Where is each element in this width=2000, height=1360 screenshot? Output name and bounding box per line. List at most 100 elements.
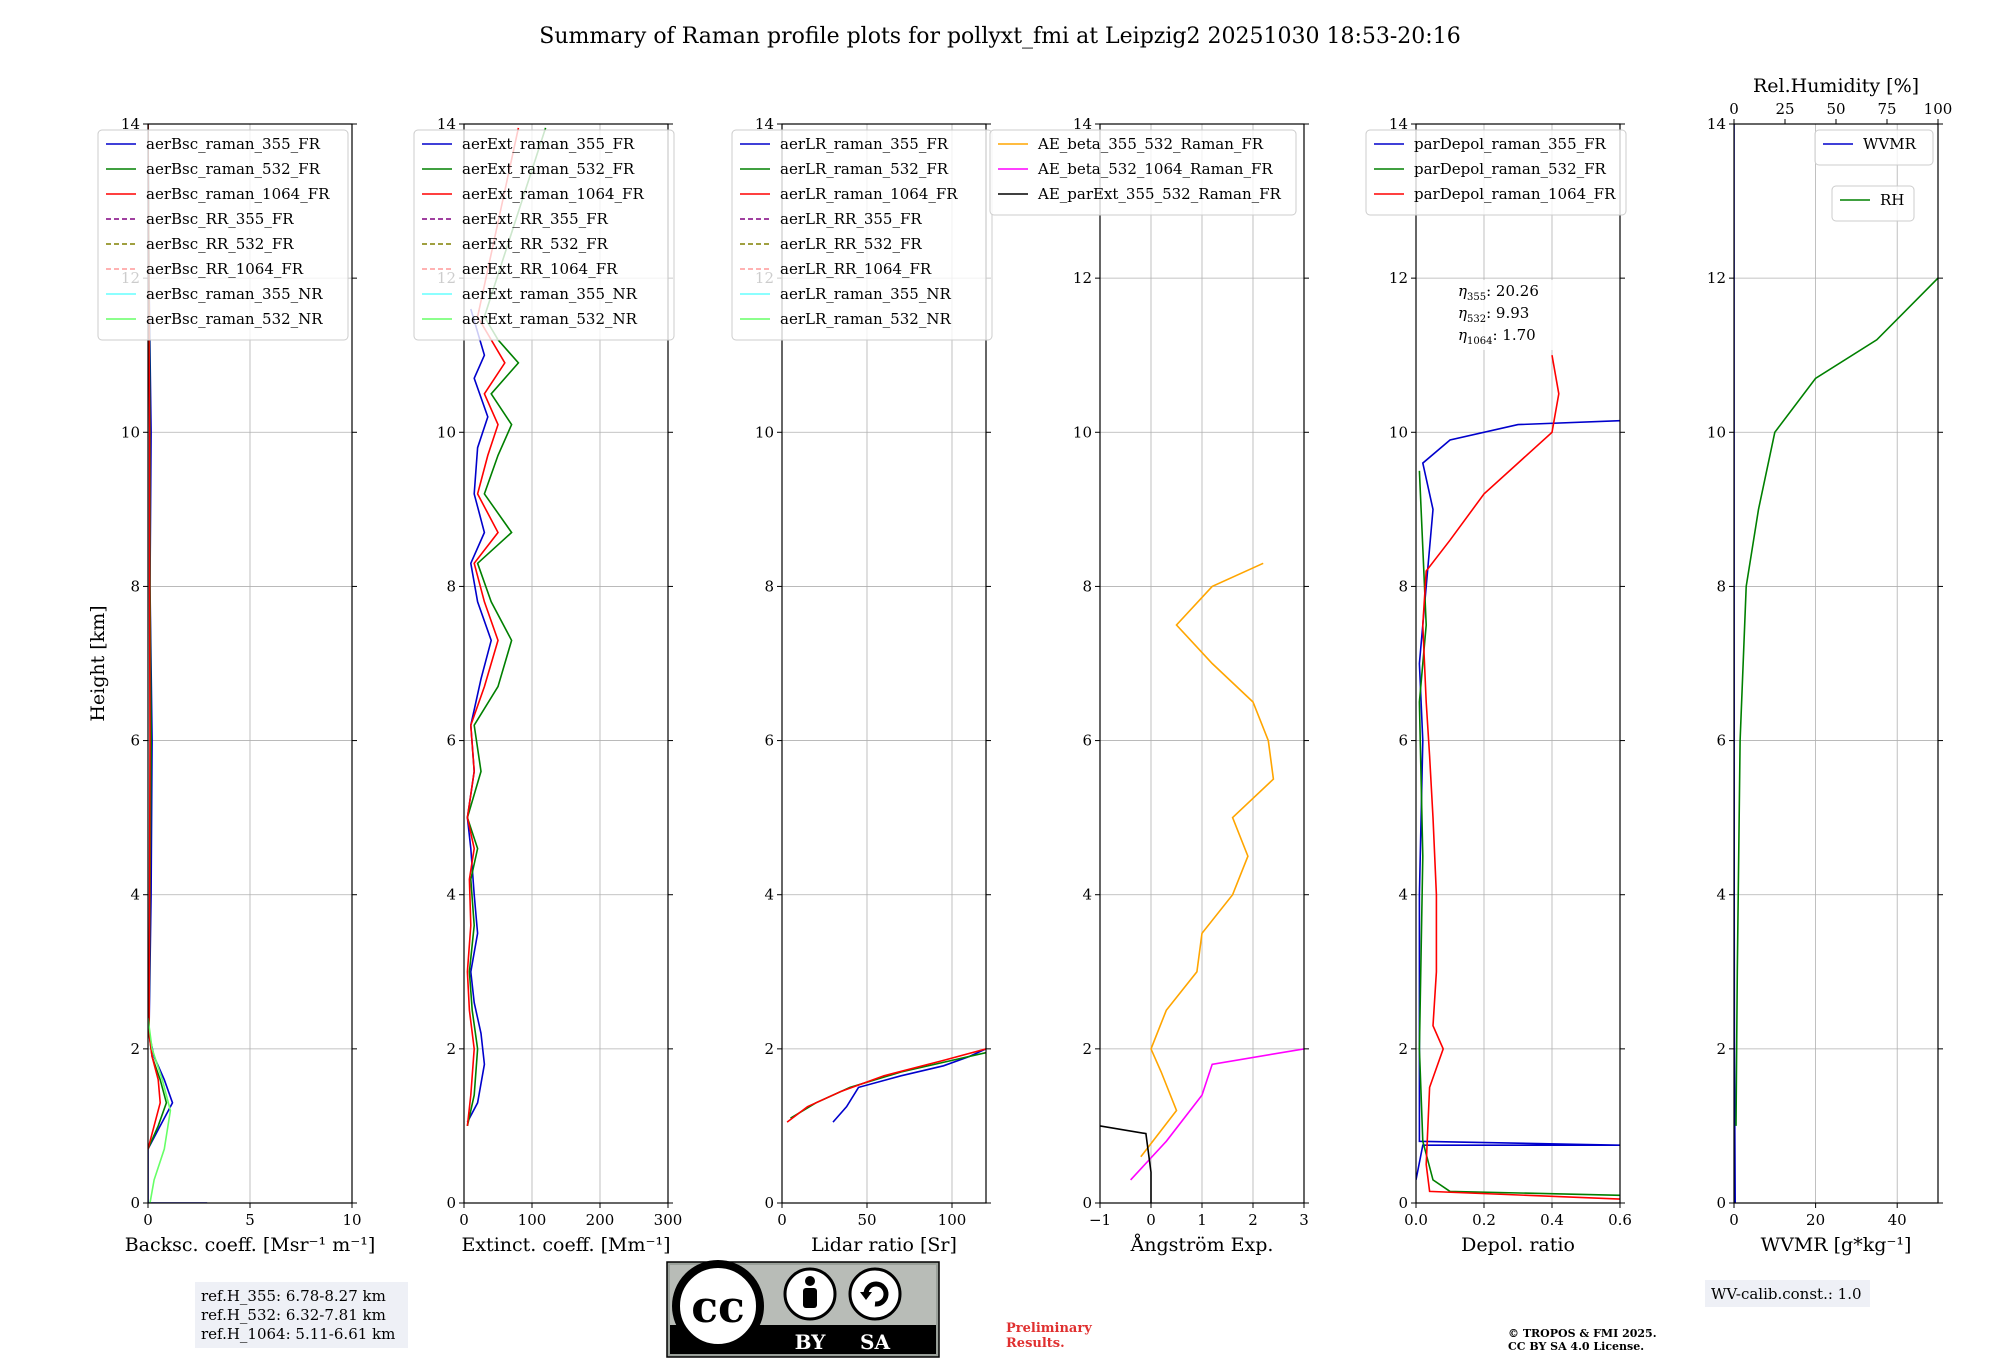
series-line-AE_beta_355_532_Raman_FR: [1140, 562, 1275, 1158]
legend-entry: aerLR_raman_355_FR: [780, 135, 949, 153]
series-group: [1734, 124, 1938, 1203]
y-tick-label: 8: [1082, 577, 1092, 595]
x-tick-label: 20: [1806, 1211, 1825, 1229]
x-tick-label: 3: [1299, 1211, 1309, 1229]
eta-subscript: 355: [1467, 292, 1486, 303]
legend-box: [1365, 129, 1627, 216]
y-tick-label: 8: [1398, 577, 1408, 595]
y-tick-label: 4: [1082, 886, 1092, 904]
cc-sa-label: SA: [860, 1330, 890, 1354]
y-tick-label: 14: [1707, 115, 1726, 133]
x-axis-label: Backsc. coeff. [Msr⁻¹ m⁻¹]: [125, 1234, 376, 1256]
y-tick-label: 0: [1082, 1194, 1092, 1212]
panel-depolarization: 0 2 4 6 8 10 12 14 0.0 0.2 0.4 0.6 Depol. ratio parDe…: [1365, 115, 1632, 1256]
x-tick-label: 100: [938, 1211, 967, 1229]
y-tick-label: 2: [1082, 1040, 1092, 1058]
top-x-tick-label: 0: [1729, 100, 1739, 118]
legend-entry: aerBsc_RR_532_FR: [146, 235, 294, 253]
x-tick-label: 0.6: [1608, 1211, 1632, 1229]
reference-height-box: ref.H_355: 6.78-8.27 km ref.H_532: 6.32-…: [195, 1282, 408, 1348]
x-tick-label: 300: [654, 1211, 683, 1229]
x-axis-label: WVMR [g*kg⁻¹]: [1761, 1234, 1912, 1256]
y-tick-label: 10: [121, 423, 140, 441]
legend-entry: aerLR_raman_532_FR: [780, 160, 949, 178]
x-tick-label: 0: [459, 1211, 469, 1229]
series-line-AE_parExt_355_532_Raman_FR: [1100, 1125, 1152, 1203]
series-line-RH: [1735, 276, 1938, 1126]
wv-calibration-box: WV-calib.const.: 1.0: [1705, 1280, 1870, 1307]
x-tick-label: 0.2: [1472, 1211, 1496, 1229]
x-tick-label: 100: [518, 1211, 547, 1229]
x-axis-label: Ångström Exp.: [1130, 1234, 1274, 1256]
legend-entry: aerExt_raman_355_FR: [462, 135, 635, 153]
panel-lidar_ratio: 02468101214050100Lidar ratio [Sr]aerLR_r…: [731, 115, 993, 1256]
x-axis-label: Depol. ratio: [1461, 1234, 1575, 1256]
cc-by-label: BY: [795, 1330, 827, 1354]
copyright-line2: CC BY SA 4.0 License.: [1508, 1340, 1644, 1353]
x-tick-label: −1: [1089, 1211, 1111, 1229]
y-tick-label: 12: [1073, 269, 1092, 287]
y-tick-label: 6: [764, 732, 774, 750]
x-tick-label: 0.4: [1540, 1211, 1564, 1229]
y-tick-label: 4: [1398, 886, 1408, 904]
y-tick-label: 14: [1073, 115, 1092, 133]
series-group: [786, 1048, 986, 1123]
x-tick-label: 5: [245, 1211, 255, 1229]
x-tick-label: 0: [777, 1211, 787, 1229]
series-group: [1416, 355, 1620, 1200]
y-tick-label: 14: [755, 115, 774, 133]
top-x-tick-label: 25: [1775, 100, 1794, 118]
y-tick-label: 14: [437, 115, 456, 133]
y-tick-label: 0: [1398, 1194, 1408, 1212]
series-line-aerBsc_raman_532_NR: [148, 1017, 172, 1203]
top-axis-label: Rel.Humidity [%]: [1753, 75, 1919, 97]
eta-value: : 9.93: [1486, 304, 1529, 322]
preliminary-note-line2: Results.: [1006, 1336, 1065, 1351]
y-tick-label: 0: [1716, 1194, 1726, 1212]
legend-entry: parDepol_raman_355_FR: [1414, 135, 1607, 153]
x-tick-label: 1: [1197, 1211, 1207, 1229]
y-tick-label: 10: [1073, 423, 1092, 441]
y-axis-label: Height [km]: [87, 605, 109, 721]
series-line-aerExt_raman_532_FR: [466, 127, 547, 1127]
x-tick-label: 2: [1248, 1211, 1258, 1229]
ref-height-1064: ref.H_1064: 5.11-6.61 km: [201, 1325, 395, 1343]
axes-frame: [1733, 123, 1939, 1204]
preliminary-note-line1: Preliminary: [1006, 1321, 1092, 1336]
y-tick-label: 12: [1707, 269, 1726, 287]
y-tick-label: 2: [1398, 1040, 1408, 1058]
y-tick-label: 6: [446, 732, 456, 750]
series-group: [1100, 562, 1304, 1203]
y-tick-label: 6: [1716, 732, 1726, 750]
cc-by-sa-logo: cc BY SA: [666, 1260, 940, 1358]
panel-extinction: 024681012140100200300Extinct. coeff. [Mm…: [413, 115, 683, 1256]
y-tick-label: 8: [764, 577, 774, 595]
y-tick-label: 14: [121, 115, 140, 133]
eta-value: : 20.26: [1486, 282, 1539, 300]
x-tick-label: 0: [1146, 1211, 1156, 1229]
y-tick-label: 4: [446, 886, 456, 904]
series-line-parDepol_raman_355_FR: [1416, 419, 1620, 1181]
top-x-tick-label: 50: [1826, 100, 1845, 118]
y-tick-label: 12: [1389, 269, 1408, 287]
y-tick-label: 10: [755, 423, 774, 441]
y-tick-label: 4: [130, 886, 140, 904]
y-tick-label: 2: [446, 1040, 456, 1058]
legend-box: [97, 129, 349, 341]
legend-box: [1831, 185, 1915, 222]
legend-entry: AE_parExt_355_532_Raman_FR: [1037, 185, 1282, 203]
series-line-aerExt_raman_1064_FR: [466, 127, 520, 1126]
y-tick-label: 2: [764, 1040, 774, 1058]
legend-box: [413, 129, 675, 341]
legend-entry: aerLR_RR_532_FR: [780, 235, 922, 253]
cc-logo-text: cc: [691, 1282, 745, 1333]
y-tick-label: 4: [764, 886, 774, 904]
series-line-aerLR_raman_1064_FR: [786, 1048, 986, 1123]
legend-entry: aerBsc_raman_532_FR: [146, 160, 321, 178]
y-tick-label: 8: [130, 577, 140, 595]
wv-calibration-constant: WV-calib.const.: 1.0: [1711, 1285, 1862, 1303]
legend-entry: aerExt_raman_355_NR: [462, 285, 638, 303]
legend-entry: aerExt_raman_1064_FR: [462, 185, 644, 203]
share-alike-icon: [848, 1267, 902, 1321]
